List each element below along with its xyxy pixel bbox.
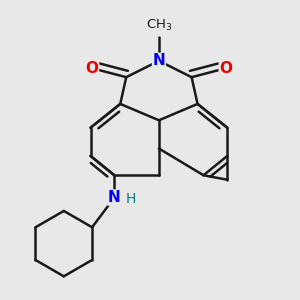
Text: O: O — [85, 61, 98, 76]
Text: N: N — [152, 53, 165, 68]
Text: H: H — [125, 192, 136, 206]
Text: O: O — [219, 61, 232, 76]
Text: N: N — [108, 190, 121, 205]
Text: CH$_3$: CH$_3$ — [146, 18, 172, 34]
